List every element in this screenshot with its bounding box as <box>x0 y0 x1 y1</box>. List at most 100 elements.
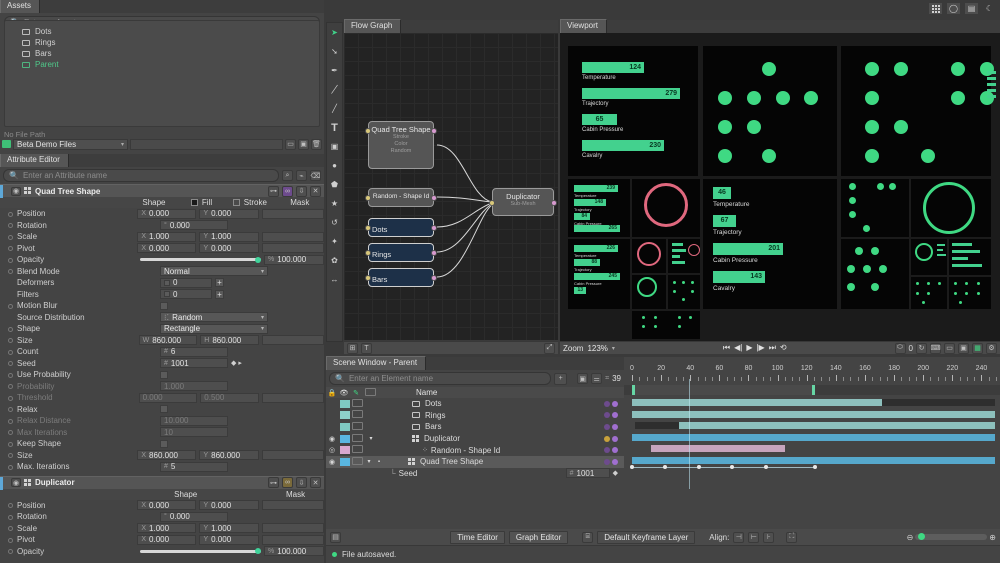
asset-item-bars[interactable]: Bars <box>5 48 319 59</box>
anim-dot[interactable] <box>8 223 13 229</box>
size2-mask-field[interactable] <box>261 450 324 461</box>
square-icon[interactable]: ▪ <box>377 458 381 465</box>
deformers-field[interactable]: 0 <box>160 277 212 288</box>
polygon-tool[interactable]: ⬟ <box>331 180 338 189</box>
attr-row-keep-shape[interactable]: Keep Shape <box>0 438 324 450</box>
pivot-mask-field[interactable] <box>261 243 324 254</box>
anim-dot[interactable] <box>8 384 13 390</box>
flow-node-dots[interactable]: Dots <box>365 218 437 237</box>
attr-row-size-sub[interactable]: Size W 860.000 H 860.000 <box>0 335 324 347</box>
node-input-port[interactable] <box>365 250 371 256</box>
node-output-port[interactable] <box>431 275 437 281</box>
next-frame-button[interactable]: |▶ <box>756 343 765 352</box>
rectangle-tool[interactable]: ▣ <box>330 142 339 151</box>
seed-value-field[interactable]: #1001 <box>565 468 610 479</box>
anim-dot[interactable] <box>8 326 13 332</box>
attr-row-deformers[interactable]: Deformers 0 + <box>0 277 324 289</box>
attr-row-motion-blur[interactable]: Motion Blur <box>0 300 324 312</box>
use-probability-checkbox[interactable] <box>160 370 168 379</box>
assets-file-combo[interactable]: Beta Demo Files ▾ <box>13 138 128 150</box>
scene-row-duplicator[interactable]: ◉ ▾ Duplicator <box>326 433 624 445</box>
timeline-track-row[interactable] <box>624 443 1000 455</box>
track-bar[interactable] <box>650 445 785 453</box>
keyframe-marker[interactable] <box>730 465 735 469</box>
filmstrip-icon[interactable]: ▤ <box>964 2 979 15</box>
assets-path-field[interactable] <box>130 138 283 150</box>
monitor-icon[interactable]: ▭ <box>944 342 955 354</box>
scale-x-field[interactable]: X 1.000 <box>137 231 197 242</box>
connections-icon[interactable]: ⊶ <box>268 477 279 488</box>
attr-node-header-duplicator[interactable]: ◉ Duplicator ⊶ ∞ ⇩ ✕ <box>0 475 324 490</box>
dup-opacity-slider[interactable] <box>139 546 262 556</box>
close-icon[interactable]: ✕ <box>310 185 321 197</box>
frame-all-icon[interactable]: ⛶ <box>786 531 798 543</box>
anim-dot[interactable] <box>8 257 13 263</box>
track-bar[interactable] <box>632 410 995 418</box>
key-dot[interactable] <box>604 447 610 454</box>
attr-row-size[interactable]: Size X 860.000 Y 860.000 <box>0 450 324 462</box>
anim-dot[interactable] <box>8 526 13 532</box>
shape-select[interactable]: Rectangle ▾ <box>160 323 268 334</box>
anim-dot[interactable] <box>8 349 13 355</box>
relax-distance-field[interactable]: 10.000 <box>160 415 228 426</box>
anim-dot[interactable] <box>8 234 13 240</box>
add-deformer-button[interactable]: + <box>215 278 224 288</box>
pivot-y-field[interactable]: Y 0.000 <box>199 243 259 254</box>
pivot-x-field[interactable]: X 0.000 <box>137 243 197 254</box>
link-icon[interactable]: ∞ <box>282 477 293 488</box>
time-editor-button[interactable]: Time Editor <box>450 530 505 544</box>
add-element-button[interactable]: + <box>554 372 568 385</box>
align-left-icon[interactable]: ⊣ <box>733 531 745 543</box>
node-input-port[interactable] <box>365 225 371 231</box>
trash-icon[interactable]: 🗑 <box>311 138 322 150</box>
anim-dot[interactable] <box>8 503 13 509</box>
keyframe-layer-select[interactable]: Default Keyframe Layer <box>597 530 696 544</box>
timeline-keyframes[interactable] <box>624 463 1000 473</box>
anim-dot[interactable] <box>8 269 13 275</box>
size-h-field[interactable]: H 860.000 <box>200 335 259 346</box>
tab-assets[interactable]: Assets <box>0 0 41 13</box>
scene-row-quad-tree-shape[interactable]: ◉ ▾ ▪ Quad Tree Shape <box>326 455 624 468</box>
key-dot[interactable] <box>604 423 610 430</box>
dup-scale-y-field[interactable]: Y 1.000 <box>199 523 259 534</box>
anim-dot[interactable] <box>8 514 13 520</box>
anim-dot[interactable] <box>8 418 13 424</box>
key-dot[interactable] <box>604 435 610 442</box>
flow-graph-canvas[interactable]: Quad Tree Shape Stroke Color Random Rand… <box>344 33 558 340</box>
key-dot[interactable] <box>612 458 618 465</box>
attr-row-count[interactable]: Count #6 <box>0 346 324 358</box>
timeline-zoom-slider[interactable] <box>915 533 988 540</box>
circle-icon[interactable]: ◯ <box>946 2 961 15</box>
attr-row-pivot[interactable]: Pivot X 0.000 Y 0.000 <box>0 243 324 255</box>
scene-row-dots[interactable]: Dots <box>326 398 624 410</box>
max-iterations-sub-field[interactable]: 10 <box>160 427 228 438</box>
row-swatch[interactable] <box>340 422 350 431</box>
pencil-tool[interactable]: ╱ <box>331 84 338 95</box>
range-selection[interactable] <box>632 385 816 395</box>
node-output-port[interactable] <box>431 250 437 256</box>
max-iterations-field[interactable]: #5 <box>160 461 228 472</box>
node-input-port[interactable] <box>365 275 371 281</box>
flow-node-quad-tree-shape[interactable]: Quad Tree Shape Stroke Color Random <box>365 121 437 169</box>
attr-row-rotation[interactable]: Rotation ° 0.000 <box>0 220 324 232</box>
keyframe-marker[interactable] <box>696 465 701 469</box>
anim-dot[interactable] <box>8 361 13 367</box>
attr-row-probability[interactable]: Probability 1.000 <box>0 381 324 393</box>
fill-swatch[interactable] <box>190 199 198 206</box>
asset-item-dots[interactable]: Dots <box>5 26 319 37</box>
node-input-port[interactable] <box>489 200 495 206</box>
timeline-track-row[interactable] <box>624 455 1000 467</box>
node-output-port[interactable] <box>551 200 557 206</box>
text-icon[interactable]: T <box>361 342 372 354</box>
attr-row-shape[interactable]: Shape Rectangle ▾ <box>0 323 324 335</box>
align-right-icon[interactable]: ⊦ <box>763 531 775 543</box>
attr-row-threshold[interactable]: Threshold 0.000 0.500 <box>0 392 324 404</box>
size2-y-field[interactable]: Y 860.000 <box>199 450 259 461</box>
keyframe-marker[interactable] <box>630 465 634 469</box>
play-button[interactable]: ▶ <box>746 343 753 352</box>
settings-icon[interactable]: ⚌ <box>591 373 603 384</box>
key-dot[interactable] <box>612 423 618 430</box>
anim-dot[interactable] <box>8 211 13 217</box>
dup-opacity-value-field[interactable]: % 100.000 <box>264 546 324 557</box>
tab-flow-graph[interactable]: Flow Graph <box>344 19 402 33</box>
